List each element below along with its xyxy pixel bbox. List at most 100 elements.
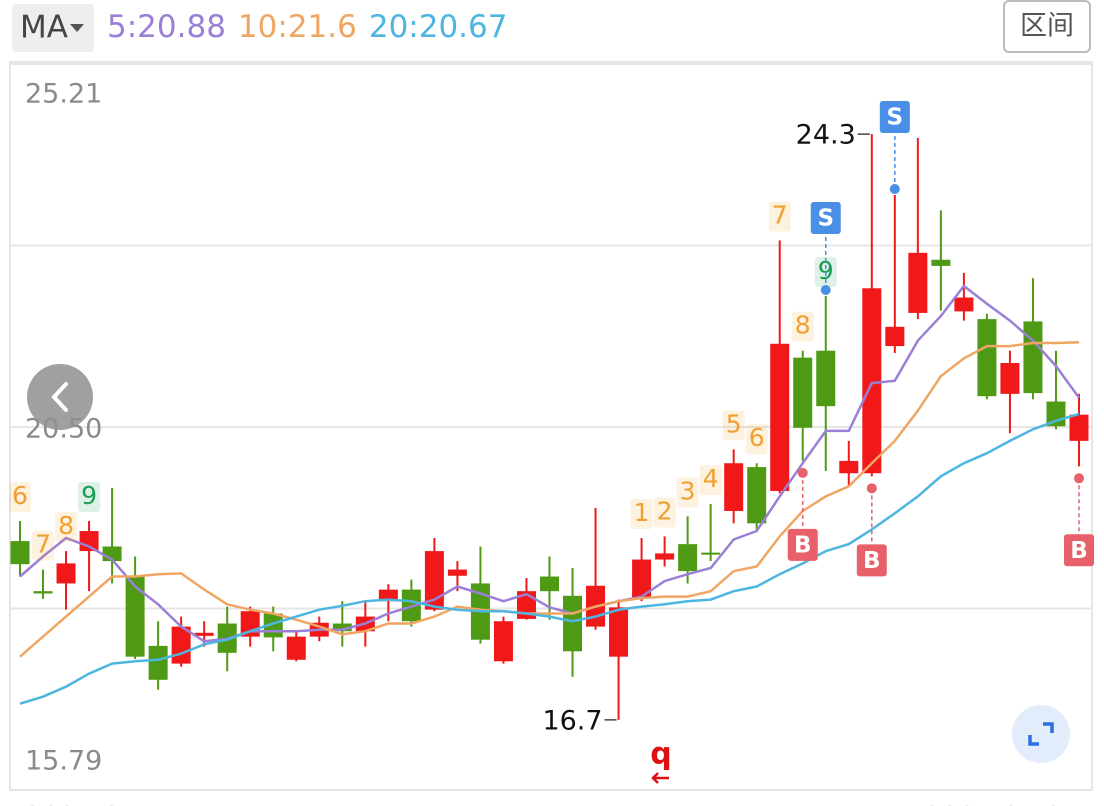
td-label: 6: [12, 481, 28, 510]
fullscreen-button[interactable]: [1012, 705, 1070, 763]
extreme-label: 16.7: [542, 705, 602, 736]
td-label-bg: [32, 530, 55, 561]
candle-body: [447, 569, 467, 576]
plot: 25.2120.5015.792025/05/152025/07/2167891…: [9, 63, 1094, 806]
signal-box: [856, 544, 887, 577]
candle-body: [332, 623, 352, 632]
td-label: 9: [81, 481, 97, 510]
td-label-bg: [722, 410, 745, 441]
legend: 5:20.88 10:21.6 20:20.67: [107, 9, 507, 45]
y-tick-label: 25.21: [25, 79, 102, 110]
indicator-label: MA: [20, 10, 68, 46]
td-label: 5: [726, 409, 742, 438]
candle-body: [724, 463, 744, 512]
candle-body: [540, 576, 559, 592]
legend-name: 5:: [107, 9, 137, 45]
legend-entry: 20:20.67: [369, 9, 508, 45]
td-label: 8: [58, 511, 74, 540]
candle-body: [194, 632, 214, 636]
y-tick-label: 15.79: [25, 746, 102, 777]
candle-body: [10, 541, 30, 565]
signal-label: B: [794, 532, 812, 558]
candle-body: [125, 575, 145, 657]
candle-body: [908, 252, 928, 313]
back-button[interactable]: [27, 364, 93, 430]
signal-dot: [1074, 473, 1084, 484]
td-label: 4: [703, 464, 719, 493]
candle-body: [148, 645, 168, 680]
td-label-bg: [653, 497, 676, 528]
td-label: 6: [749, 423, 765, 452]
signal-dot: [820, 284, 831, 295]
range-button-label: 区间: [1020, 11, 1074, 42]
fullscreen-icon: [1028, 722, 1054, 746]
dropdown-arrow: [70, 24, 84, 32]
signal-label: S: [817, 205, 834, 231]
signal-label: B: [863, 548, 881, 574]
candle-body: [885, 326, 905, 347]
candle-body: [862, 288, 882, 474]
td-label: 7: [35, 530, 51, 559]
td-label: 8: [795, 311, 811, 340]
td-label: 7: [772, 200, 788, 229]
x-date-label: 2025/05/15: [25, 802, 181, 806]
candle-body: [770, 343, 790, 491]
signal-dot: [797, 467, 808, 478]
range-button[interactable]: [1003, 0, 1091, 53]
candle-body: [1069, 414, 1089, 441]
signal-dot: [889, 184, 900, 195]
signal-box: [810, 201, 841, 234]
legend-entry: 5:20.88: [107, 9, 226, 45]
candle-body: [678, 544, 698, 572]
td-label-bg: [699, 465, 722, 496]
candle-body: [79, 531, 99, 552]
candle-body: [655, 553, 675, 560]
candle-body: [701, 552, 721, 555]
signal-box: [1064, 534, 1094, 567]
signal-label: B: [1070, 538, 1088, 564]
td-label: 2: [657, 496, 673, 525]
td-label: 3: [680, 476, 696, 505]
td-label-bg: [768, 201, 791, 232]
marker-arrow: [651, 772, 669, 784]
signal-box: [879, 101, 910, 134]
legend-value: 21.6: [288, 9, 357, 45]
ma-line: [19, 284, 1081, 643]
candle-body: [793, 357, 813, 428]
td-label-bg: [55, 512, 78, 543]
td-label-bg: [78, 482, 101, 513]
signal-dot: [866, 483, 877, 494]
candle-body: [954, 297, 974, 312]
candle-body: [747, 467, 767, 524]
candle-body: [977, 319, 997, 397]
candle-body: [286, 636, 306, 660]
candle-body: [493, 621, 513, 662]
marker-q: q: [650, 737, 671, 772]
td-label-bg: [791, 311, 814, 342]
td-label-bg: [676, 477, 699, 508]
candle-body: [1023, 321, 1043, 394]
ma-line: [19, 340, 1080, 658]
legend-value: 20.88: [137, 9, 226, 45]
back-icon: [51, 382, 68, 412]
legend-entry: 10:21.6: [238, 9, 357, 45]
signal-box: [787, 528, 818, 561]
candle-body: [378, 589, 398, 602]
candle-body: [563, 595, 583, 652]
candle-body: [33, 591, 53, 594]
candle-body: [632, 559, 652, 598]
td-label: 9: [818, 256, 834, 285]
signal-label: S: [887, 105, 904, 131]
indicator-selector[interactable]: [12, 4, 94, 52]
candle-body: [839, 460, 859, 474]
extreme-label: 24.3: [796, 120, 856, 151]
candle-body: [56, 563, 76, 584]
td-label-bg: [630, 498, 653, 529]
legend-name: 10:: [238, 9, 288, 45]
td-label-bg: [745, 424, 768, 455]
candle-body: [931, 259, 951, 266]
candle-body: [816, 350, 836, 407]
legend-value: 20.67: [419, 9, 508, 45]
td-label-bg: [9, 482, 31, 513]
ma-line: [19, 412, 1080, 705]
